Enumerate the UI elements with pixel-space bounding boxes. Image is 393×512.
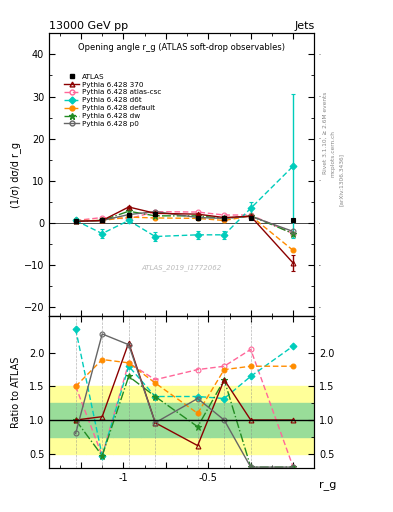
Text: 13000 GeV pp: 13000 GeV pp — [49, 21, 128, 31]
Legend: ATLAS, Pythia 6.428 370, Pythia 6.428 atlas-csc, Pythia 6.428 d6t, Pythia 6.428 : ATLAS, Pythia 6.428 370, Pythia 6.428 at… — [61, 71, 165, 130]
Y-axis label: Ratio to ATLAS: Ratio to ATLAS — [11, 356, 21, 428]
Text: ATLAS_2019_I1772062: ATLAS_2019_I1772062 — [141, 264, 222, 271]
Text: mcplots.cern.ch: mcplots.cern.ch — [331, 130, 336, 177]
Text: [arXiv:1306.3436]: [arXiv:1306.3436] — [339, 153, 344, 206]
X-axis label: r_g: r_g — [319, 481, 336, 490]
Text: Jets: Jets — [294, 21, 314, 31]
Text: Rivet 3.1.10, ≥ 2.6M events: Rivet 3.1.10, ≥ 2.6M events — [323, 92, 328, 174]
Y-axis label: (1/σ) dσ/d r_g: (1/σ) dσ/d r_g — [10, 141, 21, 207]
Text: Opening angle r_g (ATLAS soft-drop observables): Opening angle r_g (ATLAS soft-drop obser… — [78, 43, 285, 52]
